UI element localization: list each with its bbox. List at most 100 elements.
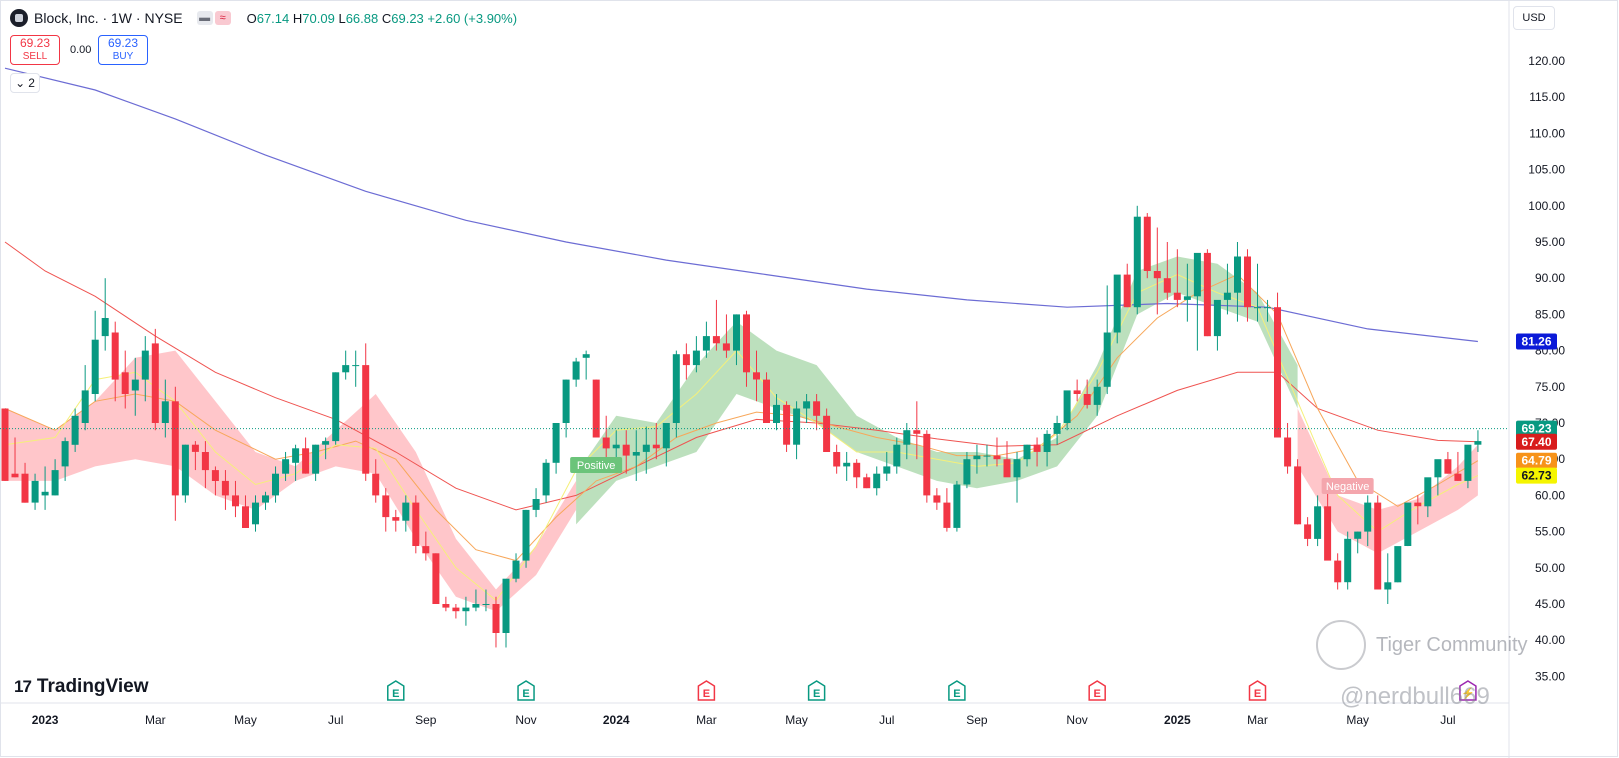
candle-body bbox=[1163, 278, 1171, 293]
y-tick-label: 90.00 bbox=[1535, 271, 1565, 285]
y-tick-label: 55.00 bbox=[1535, 525, 1565, 539]
collapse-indicators-button[interactable]: ⌄ 2 bbox=[10, 73, 40, 93]
candle-body bbox=[1123, 274, 1131, 308]
candle-body bbox=[662, 423, 670, 449]
chevron-down-icon: ⌄ bbox=[15, 76, 26, 90]
currency-button[interactable]: USD bbox=[1513, 6, 1555, 30]
candle-body bbox=[953, 484, 961, 528]
candle-body bbox=[1153, 271, 1161, 279]
y-tick-label: 100.00 bbox=[1528, 199, 1565, 213]
candle-body bbox=[482, 604, 490, 605]
candle-body bbox=[402, 502, 410, 521]
candle-body bbox=[131, 379, 139, 391]
negative-tag: Negative bbox=[1321, 477, 1374, 494]
candle-body bbox=[1113, 274, 1121, 333]
candle-body bbox=[793, 408, 801, 445]
high-value: 70.09 bbox=[302, 10, 335, 26]
tradingview-mark-icon: 17 bbox=[14, 677, 32, 696]
watermark: Tiger Community bbox=[1316, 620, 1528, 670]
candle-body bbox=[111, 332, 119, 380]
earnings-event-icon bbox=[948, 680, 966, 701]
candle-body bbox=[101, 318, 109, 337]
candle-body bbox=[833, 452, 841, 467]
open-value: 67.14 bbox=[256, 10, 290, 26]
symbol-title[interactable]: Block, Inc. · 1W · NYSE bbox=[34, 10, 183, 26]
buy-button[interactable]: 69.23 BUY bbox=[98, 35, 148, 65]
candle-body bbox=[242, 506, 249, 528]
candle-body bbox=[1254, 307, 1261, 309]
candle-body bbox=[813, 401, 821, 416]
candle-body bbox=[1234, 256, 1241, 293]
tradingview-logo[interactable]: 17 TradingView bbox=[14, 676, 149, 698]
x-tick-label: May bbox=[785, 713, 808, 727]
earnings-event-icon bbox=[697, 680, 716, 701]
candle-body bbox=[1013, 459, 1021, 478]
candle-body bbox=[1, 408, 9, 481]
y-tick-label: 75.00 bbox=[1535, 380, 1565, 394]
tag-label: Positive bbox=[577, 460, 616, 472]
x-tick-label: Jul bbox=[328, 713, 343, 727]
candle-body bbox=[1364, 502, 1372, 532]
x-tick-label: Jul bbox=[879, 713, 894, 727]
candle-body bbox=[572, 361, 580, 380]
candle-body bbox=[1454, 473, 1462, 481]
x-tick-label: Mar bbox=[145, 713, 166, 727]
earnings-event-icon bbox=[517, 680, 535, 701]
candle-body bbox=[1304, 524, 1312, 539]
hide-series-icon[interactable]: ▬ bbox=[196, 11, 213, 25]
watermark-text: Tiger Community bbox=[1376, 633, 1528, 656]
low-value: 66.88 bbox=[345, 10, 379, 26]
candle-body bbox=[682, 354, 690, 366]
candle-body bbox=[562, 379, 570, 423]
candle-body bbox=[722, 343, 730, 351]
candle-body bbox=[21, 473, 29, 503]
positive-tag: Positive bbox=[570, 456, 623, 473]
candle-body bbox=[61, 441, 69, 467]
candle-body bbox=[552, 423, 560, 463]
candle-body bbox=[1193, 252, 1201, 297]
candle-body bbox=[1394, 546, 1402, 583]
candle-body bbox=[1213, 299, 1221, 337]
candle-body bbox=[652, 444, 660, 449]
candle-body bbox=[81, 390, 89, 423]
price-badge-label: 69.23 bbox=[1521, 422, 1551, 436]
candle-body bbox=[632, 452, 640, 456]
candle-body bbox=[1434, 459, 1442, 478]
symbol-legend: Block, Inc. · 1W · NYSE ▬ ≈ O67.14 H70.0… bbox=[10, 7, 517, 29]
y-tick-label: 35.00 bbox=[1535, 669, 1565, 683]
candle-body bbox=[1324, 506, 1332, 561]
ohlc-values: O67.14 H70.09 L66.88 C69.23 +2.60 (+3.90… bbox=[246, 10, 518, 26]
x-tick-label: 2024 bbox=[603, 713, 630, 727]
candle-body bbox=[322, 441, 330, 445]
candle-body bbox=[191, 444, 199, 452]
price-badge-label: 62.73 bbox=[1521, 469, 1551, 483]
candle-body bbox=[362, 365, 370, 474]
candle-body bbox=[1203, 252, 1211, 337]
compare-icon[interactable]: ≈ bbox=[214, 11, 231, 25]
candle-body bbox=[31, 480, 39, 503]
candle-body bbox=[252, 502, 259, 525]
candle-body bbox=[161, 401, 169, 423]
tag-label: Negative bbox=[1326, 481, 1369, 493]
candle-body bbox=[542, 462, 550, 496]
candle-body bbox=[1374, 502, 1382, 590]
candle-body bbox=[963, 459, 971, 485]
candle-body bbox=[1284, 437, 1292, 467]
candle-body bbox=[592, 379, 600, 438]
sell-button[interactable]: 69.23 SELL bbox=[10, 35, 60, 65]
candle-body bbox=[823, 415, 831, 452]
dividend-event-icon bbox=[1459, 680, 1477, 701]
candle-body bbox=[372, 473, 380, 496]
candle-body bbox=[933, 495, 941, 503]
x-tick-label: Nov bbox=[515, 713, 536, 727]
candle-body bbox=[923, 433, 931, 496]
x-tick-label: Nov bbox=[1066, 713, 1087, 727]
price-badge bbox=[1516, 452, 1557, 469]
y-tick-label: 105.00 bbox=[1528, 163, 1565, 177]
candle-body bbox=[1474, 441, 1482, 445]
candle-body bbox=[913, 430, 921, 434]
tag-background bbox=[570, 456, 623, 473]
y-tick-label: 60.00 bbox=[1535, 488, 1565, 502]
candle-body bbox=[1033, 444, 1041, 452]
